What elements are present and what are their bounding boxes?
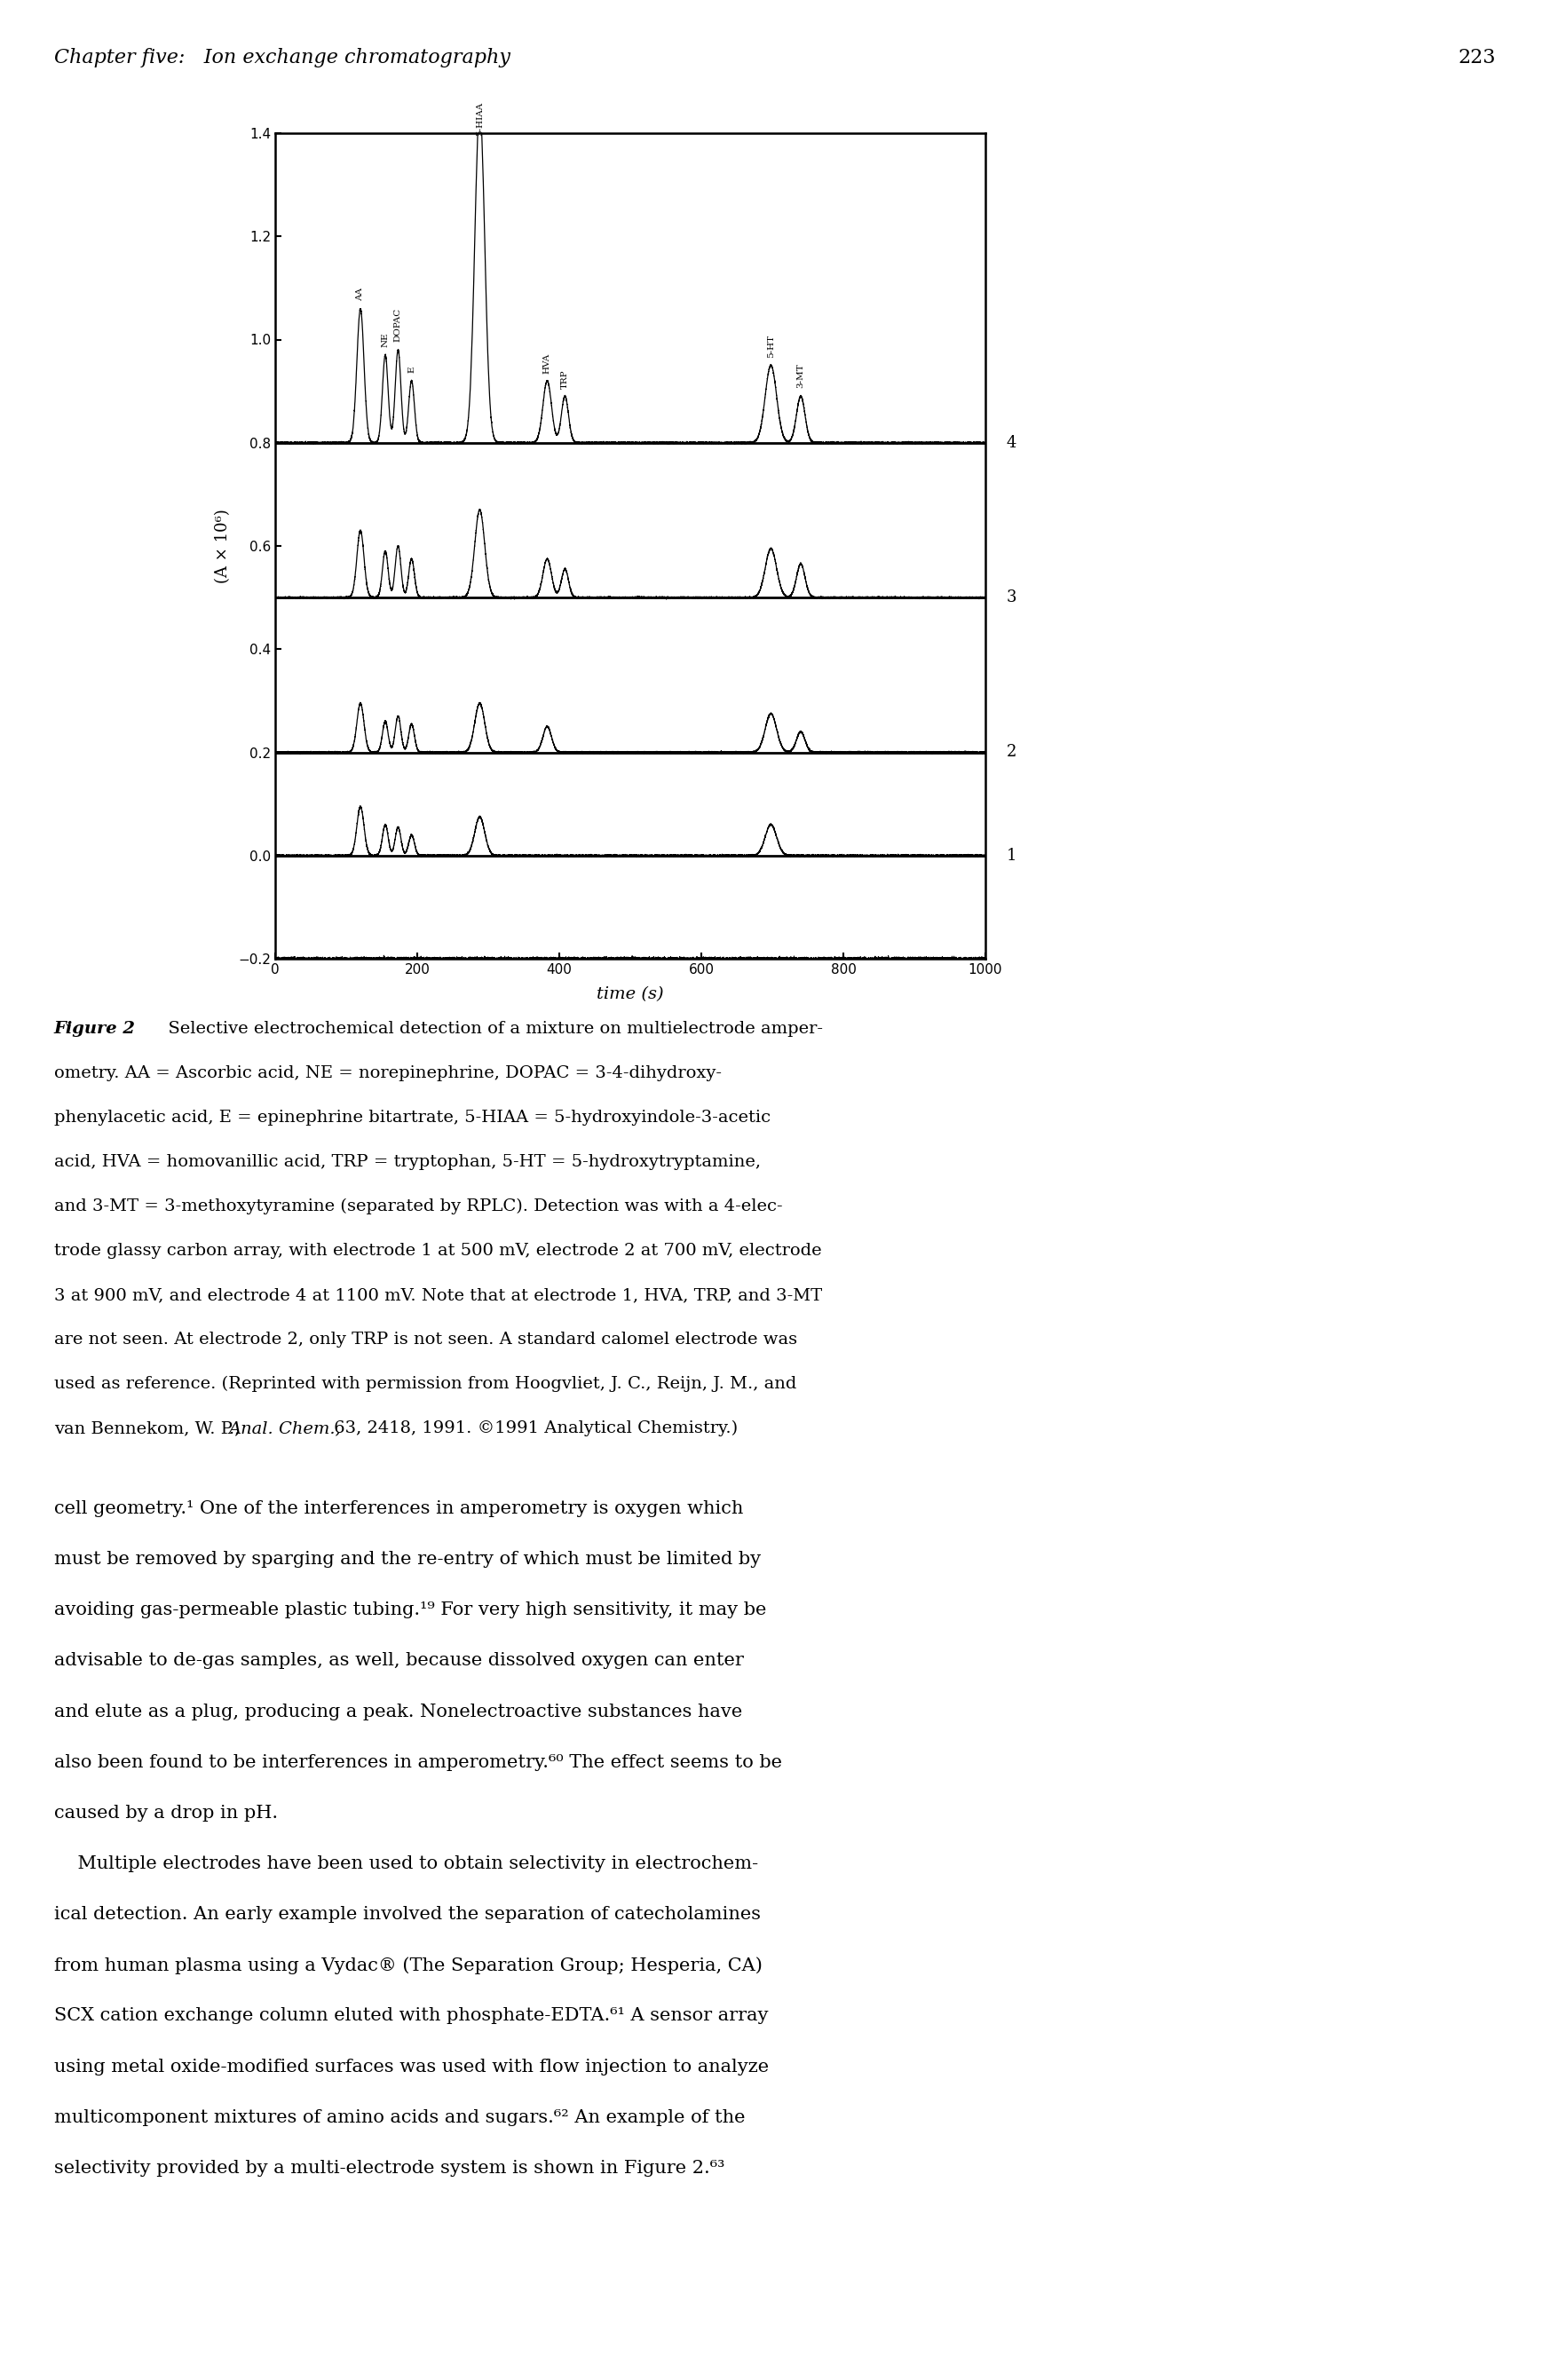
Text: NE: NE	[381, 333, 389, 347]
Text: 1: 1	[1007, 847, 1016, 864]
Text: DOPAC: DOPAC	[395, 307, 402, 343]
Text: Selective electrochemical detection of a mixture on multielectrode amper-: Selective electrochemical detection of a…	[157, 1021, 823, 1038]
Text: trode glassy carbon array, with electrode 1 at 500 mV, electrode 2 at 700 mV, el: trode glassy carbon array, with electrod…	[54, 1242, 822, 1259]
Text: advisable to de-gas samples, as well, because dissolved oxygen can enter: advisable to de-gas samples, as well, be…	[54, 1652, 743, 1668]
Y-axis label: (A × 10⁶): (A × 10⁶)	[214, 509, 231, 583]
Text: Anal. Chem.,: Anal. Chem.,	[228, 1421, 341, 1438]
Text: avoiding gas-permeable plastic tubing.¹⁹ For very high sensitivity, it may be: avoiding gas-permeable plastic tubing.¹⁹…	[54, 1602, 766, 1618]
Text: 3-MT: 3-MT	[797, 364, 805, 388]
Text: 3: 3	[1007, 590, 1016, 605]
Text: TRP: TRP	[561, 369, 569, 390]
Text: SCX cation exchange column eluted with phosphate-EDTA.⁶¹ A sensor array: SCX cation exchange column eluted with p…	[54, 2009, 768, 2025]
Text: 223: 223	[1459, 48, 1496, 67]
Text: selectivity provided by a multi-electrode system is shown in Figure 2.⁶³: selectivity provided by a multi-electrod…	[54, 2159, 725, 2178]
Text: used as reference. (Reprinted with permission from Hoogvliet, J. C., Reijn, J. M: used as reference. (Reprinted with permi…	[54, 1376, 797, 1392]
Text: and 3-MT = 3-methoxytyramine (separated by RPLC). Detection was with a 4-elec-: and 3-MT = 3-methoxytyramine (separated …	[54, 1200, 782, 1214]
Text: and elute as a plug, producing a peak. Nonelectroactive substances have: and elute as a plug, producing a peak. N…	[54, 1704, 742, 1721]
Text: must be removed by sparging and the re-entry of which must be limited by: must be removed by sparging and the re-e…	[54, 1552, 760, 1568]
Text: phenylacetic acid, E = epinephrine bitartrate, 5-HIAA = 5-hydroxyindole-3-acetic: phenylacetic acid, E = epinephrine bitar…	[54, 1109, 771, 1126]
Text: AA: AA	[356, 288, 364, 302]
Text: Multiple electrodes have been used to obtain selectivity in electrochem-: Multiple electrodes have been used to ob…	[54, 1856, 759, 1873]
Text: 5-HIAA: 5-HIAA	[476, 102, 484, 136]
Text: E: E	[407, 367, 415, 374]
Text: van Bennekom, W. P.,: van Bennekom, W. P.,	[54, 1421, 245, 1438]
Text: Chapter five:   Ion exchange chromatography: Chapter five: Ion exchange chromatograph…	[54, 48, 510, 67]
Text: ical detection. An early example involved the separation of catecholamines: ical detection. An early example involve…	[54, 1906, 760, 1923]
Text: 2: 2	[1007, 745, 1016, 759]
Text: 3 at 900 mV, and electrode 4 at 1100 mV. Note that at electrode 1, HVA, TRP, and: 3 at 900 mV, and electrode 4 at 1100 mV.…	[54, 1288, 822, 1304]
Text: multicomponent mixtures of amino acids and sugars.⁶² An example of the: multicomponent mixtures of amino acids a…	[54, 2109, 745, 2125]
Text: acid, HVA = homovanillic acid, TRP = tryptophan, 5-HT = 5-hydroxytryptamine,: acid, HVA = homovanillic acid, TRP = try…	[54, 1154, 760, 1171]
Text: 4: 4	[1007, 436, 1016, 450]
Text: cell geometry.¹ One of the interferences in amperometry is oxygen which: cell geometry.¹ One of the interferences…	[54, 1499, 743, 1516]
Text: also been found to be interferences in amperometry.⁶⁰ The effect seems to be: also been found to be interferences in a…	[54, 1754, 782, 1771]
Text: HVA: HVA	[543, 352, 550, 374]
Text: 5-HT: 5-HT	[766, 333, 776, 357]
Text: from human plasma using a Vydac® (The Separation Group; Hesperia, CA): from human plasma using a Vydac® (The Se…	[54, 1956, 762, 1975]
Text: 63, 2418, 1991. ©1991 Analytical Chemistry.): 63, 2418, 1991. ©1991 Analytical Chemist…	[328, 1421, 737, 1438]
Text: caused by a drop in pH.: caused by a drop in pH.	[54, 1804, 278, 1821]
Text: Figure 2: Figure 2	[54, 1021, 136, 1038]
Text: using metal oxide-modified surfaces was used with flow injection to analyze: using metal oxide-modified surfaces was …	[54, 2059, 769, 2075]
Text: are not seen. At electrode 2, only TRP is not seen. A standard calomel electrode: are not seen. At electrode 2, only TRP i…	[54, 1330, 797, 1347]
X-axis label: time (s): time (s)	[597, 985, 665, 1002]
Text: ometry. AA = Ascorbic acid, NE = norepinephrine, DOPAC = 3-4-dihydroxy-: ometry. AA = Ascorbic acid, NE = norepin…	[54, 1066, 722, 1081]
